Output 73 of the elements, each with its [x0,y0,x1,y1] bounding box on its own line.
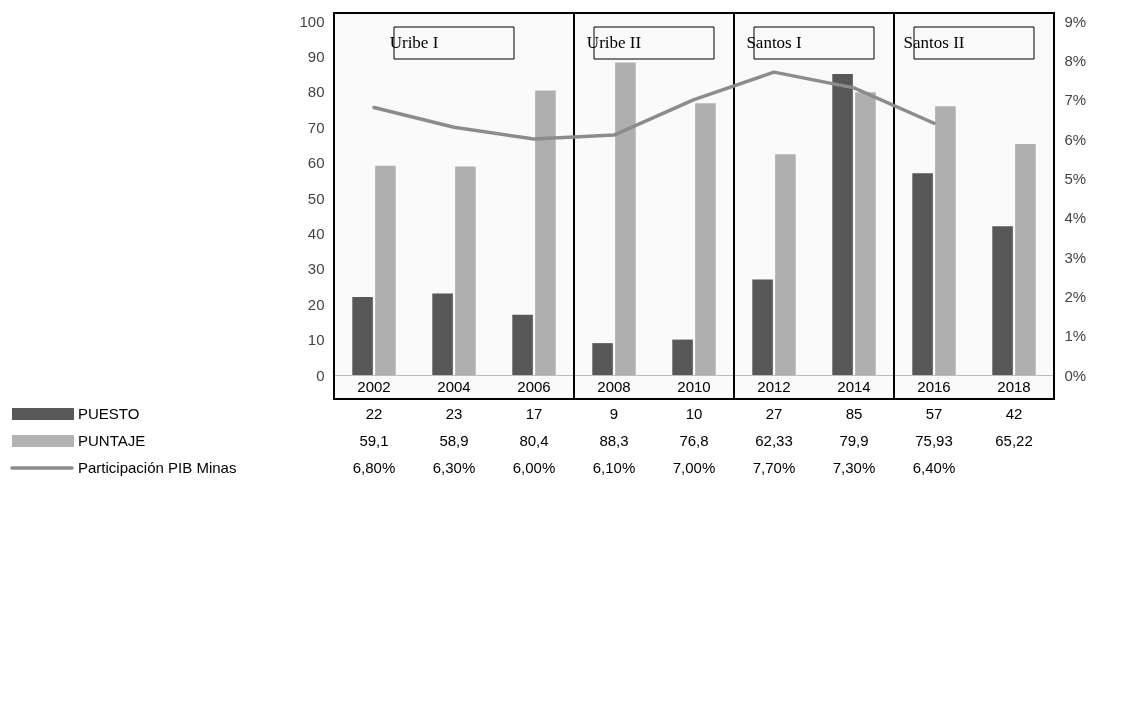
y-tick-label: 90 [307,47,325,65]
bar [992,226,1013,375]
legend-label: PUESTO [78,405,140,422]
y-tick-label: 20 [307,295,325,313]
x-tick-label: 2016 [917,377,951,395]
data-label: 9 [609,405,619,422]
data-label: 62,33 [755,432,793,449]
y-tick-label: 30 [307,260,325,278]
bar [352,297,373,375]
x-tick-label: 2014 [837,377,871,395]
data-label: 10 [685,405,703,422]
y2-tick-label: 8% [1064,51,1087,69]
line-series [372,70,936,141]
y2-tick-label: 5% [1064,169,1087,187]
bar [432,293,453,375]
x-tick-label: 2012 [757,377,791,395]
data-label: 22 [365,405,383,422]
data-label: 17 [525,405,543,422]
y-tick-label: 0 [316,366,325,384]
bar [672,339,693,375]
data-label: 6,30% [432,459,476,476]
data-label: 80,4 [519,432,549,449]
data-label: 23 [445,405,463,422]
y-tick-label: 70 [307,118,325,136]
data-label: 57 [925,405,943,422]
data-label: 6,10% [592,459,636,476]
band-label: Uribe I [389,33,439,52]
data-label: 79,9 [839,432,869,449]
y2-tick-label: 1% [1064,327,1087,345]
data-label: 6,00% [512,459,556,476]
y-tick-label: 100 [299,12,325,30]
y2-tick-label: 0% [1064,366,1087,384]
data-label: 7,00% [672,459,716,476]
data-label: 7,30% [832,459,876,476]
band-label: Uribe II [586,33,642,52]
legend-label: Participación PIB Minas [78,459,237,476]
y-tick-label: 60 [307,154,325,172]
y2-tick-label: 3% [1064,248,1087,266]
x-tick-label: 2002 [357,377,391,395]
x-tick-label: 2004 [437,377,471,395]
data-label: 42 [1005,405,1023,422]
bar [592,343,613,375]
data-label: 75,93 [915,432,953,449]
data-label: 7,70% [752,459,796,476]
y2-tick-label: 6% [1064,130,1087,148]
data-label: 85 [845,405,863,422]
y-tick-label: 50 [307,189,325,207]
x-tick-label: 2010 [677,377,711,395]
bar [752,279,773,375]
y2-tick-label: 7% [1064,91,1087,109]
band-label: Santos II [903,33,965,52]
data-label: 76,8 [679,432,709,449]
x-tick-label: 2018 [997,377,1031,395]
data-label: 6,40% [912,459,956,476]
y-tick-label: 40 [307,224,325,242]
data-label: 58,9 [439,432,469,449]
y2-tick-label: 9% [1064,12,1087,30]
bar [512,314,533,375]
bar [832,74,853,375]
data-label: 65,22 [995,432,1033,449]
y2-tick-label: 4% [1064,209,1087,227]
x-tick-label: 2008 [597,377,631,395]
data-label: 59,1 [359,432,389,449]
data-label: 6,80% [352,459,396,476]
y-tick-label: 80 [307,83,325,101]
x-tick-label: 2006 [517,377,551,395]
bar [912,173,933,375]
band-label: Santos I [746,33,802,52]
data-label: 88,3 [599,432,629,449]
data-label: 27 [765,405,783,422]
y-tick-label: 10 [307,331,325,349]
y2-tick-label: 2% [1064,287,1087,305]
legend-label: PUNTAJE [78,432,146,449]
